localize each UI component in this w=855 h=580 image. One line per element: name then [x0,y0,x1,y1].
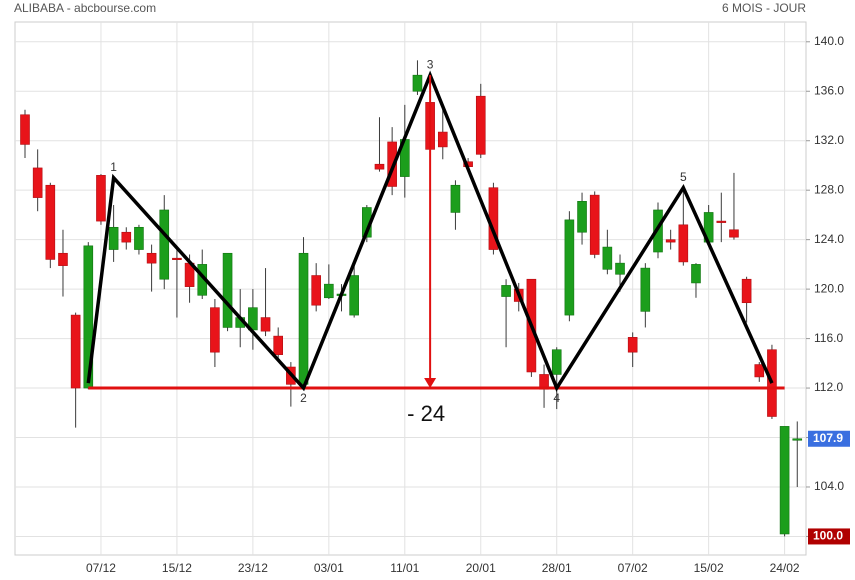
candle-body [260,317,271,332]
candle-body [678,224,689,263]
pattern-label: 4 [553,391,560,405]
y-tick-label: 128.0 [814,182,844,196]
x-tick-label: 28/01 [542,561,572,575]
candle-body [665,239,676,243]
x-tick-label: 15/02 [694,561,724,575]
candle-body [475,95,486,155]
candle-body [577,201,587,233]
price-label-box [808,430,850,447]
candle-body [96,175,106,222]
candle-body [640,267,651,312]
candle-body [716,220,727,223]
candle-body [615,262,625,275]
candle-body [222,252,233,328]
candle-body [779,426,790,535]
price-label-box [808,528,850,545]
candle-body [627,337,638,353]
y-tick-label: 124.0 [814,232,844,246]
candle-body [501,285,511,297]
chart-subtitle: 6 MOIS - JOUR [722,1,806,15]
candle-body [564,219,575,316]
x-tick-label: 07/02 [618,561,648,575]
candle-body [729,229,739,238]
pattern-label: 5 [680,170,687,184]
x-tick-label: 11/01 [390,561,419,575]
price-label: 107.9 [813,431,843,445]
x-tick-label: 23/12 [238,561,268,575]
candle-body [691,264,701,284]
candle-body [273,335,284,355]
x-tick-label: 20/01 [466,561,496,575]
candle-body [210,307,220,353]
candle-body [387,141,397,187]
y-tick-label: 104.0 [814,479,844,493]
candle-body [767,349,777,417]
candle-body [754,364,765,378]
candle-body [311,275,321,306]
x-tick-label: 03/01 [314,561,344,575]
candle-body [450,184,461,213]
candle-body [437,131,448,148]
candle-body [741,278,752,304]
x-tick-label: 15/12 [162,561,192,575]
y-tick-label: 116.0 [814,331,843,345]
y-tick-label: 120.0 [814,281,844,295]
y-tick-label: 136.0 [814,83,844,97]
candle-body [32,167,43,198]
price-label: 100.0 [813,529,843,543]
y-tick-label: 140.0 [814,34,844,48]
candle-body [412,74,423,92]
candle-body [551,349,562,375]
x-tick-label: 24/02 [770,561,800,575]
candle-body [324,283,334,299]
y-tick-label: 132.0 [814,133,844,147]
candle-body [374,163,385,170]
candle-body [121,231,132,243]
target-label: - 24 [407,401,445,426]
candle-body [298,252,309,385]
candle-body [58,252,68,266]
x-tick-label: 07/12 [86,561,116,575]
chart-title: ALIBABA - abcbourse.com [14,1,156,15]
candle-body [134,226,144,250]
candle-body [20,114,30,145]
plot-frame [14,21,807,556]
pattern-label: 1 [110,160,117,174]
candle-body [172,257,182,261]
candle-body [70,314,81,389]
candle-body [45,184,56,260]
candle-body [792,438,803,441]
candle-body [146,252,157,264]
pattern-label: 3 [427,57,434,71]
candle-body [108,226,119,250]
candle-body [159,209,170,280]
y-tick-label: 112.0 [814,380,843,394]
target-arrowhead [424,378,437,389]
pattern-label: 2 [300,391,307,405]
candle-body [349,275,359,316]
candle-body [602,246,613,270]
candle-body [589,194,600,255]
